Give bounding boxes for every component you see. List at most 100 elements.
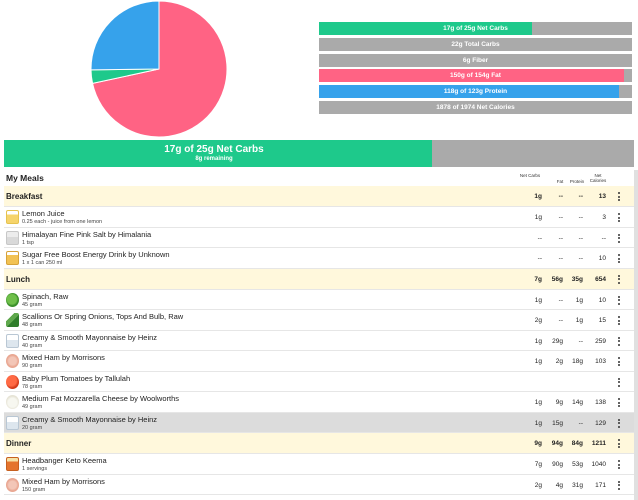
meals-table: Breakfast 1g -- -- 13 Lemon Juice 0.25 each - …	[4, 186, 634, 495]
food-item-row[interactable]: Mixed Ham by Morrisons 90 gram 1g 2g 18g 103	[4, 351, 634, 372]
food-item-value: --	[578, 419, 583, 427]
food-item-value: 1g	[534, 399, 542, 406]
macro-bar-label: 150g of 154g Fat	[450, 72, 501, 79]
food-item-value: 9g	[555, 399, 563, 406]
meal-section-menu-icon[interactable]	[616, 191, 622, 202]
food-item-row[interactable]: Spinach, Raw 45 gram 1g -- 1g 10	[4, 289, 634, 310]
food-item-menu-icon[interactable]	[616, 233, 622, 244]
food-item-value: 14g	[572, 399, 583, 406]
food-item-row[interactable]: Himalayan Fine Pink Salt by Himalania 1 t…	[4, 227, 634, 248]
food-item-quantity: 78 gram	[22, 383, 43, 390]
macro-bar-fill	[319, 69, 624, 82]
ham-icon	[6, 477, 19, 492]
food-item-value: 18g	[572, 358, 583, 365]
food-item-value: --	[578, 255, 583, 262]
food-item-name: Baby Plum Tomatoes by Tallulah	[22, 373, 131, 383]
column-header-protein: Protein	[569, 179, 585, 184]
meal-section-menu-icon[interactable]	[616, 438, 622, 449]
meal-section-name: Breakfast	[6, 192, 43, 201]
tomato-icon	[6, 374, 19, 389]
food-item-name: Headbanger Keto Keema	[22, 456, 107, 465]
food-item-menu-icon[interactable]	[616, 212, 622, 223]
food-item-name: Lemon Juice	[22, 209, 65, 218]
meal-section-lunch[interactable]: Lunch 7g 56g 35g 654	[4, 268, 634, 290]
food-item-value: 10	[598, 255, 606, 262]
food-item-value: 171	[595, 481, 606, 489]
meals-title: My Meals	[6, 173, 44, 183]
food-item-value: --	[558, 214, 563, 221]
mozzarella-icon	[6, 395, 19, 409]
food-item-value: 15	[598, 317, 606, 324]
meal-section-dinner[interactable]: Dinner 9g 94g 84g 1211	[4, 433, 634, 454]
food-item-value: 10	[598, 296, 606, 304]
food-item-menu-icon[interactable]	[616, 336, 622, 347]
food-item-value: --	[578, 214, 583, 221]
food-item-row[interactable]: Mixed Ham by Morrisons 150 gram 2g 4g 31g 171	[4, 474, 634, 495]
scrollbar[interactable]	[634, 170, 638, 500]
meal-section-total: 94g	[551, 440, 563, 447]
lemon-juice-icon	[6, 210, 19, 224]
net-carbs-progress-label: 17g of 25g Net Carbs	[164, 144, 264, 155]
spinach-icon	[6, 292, 19, 307]
food-item-menu-icon[interactable]	[616, 397, 622, 408]
food-item-name: Sugar Free Boost Energy Drink by Unknown	[22, 250, 170, 259]
meal-section-total: 35g	[571, 275, 583, 283]
food-item-menu-icon[interactable]	[616, 356, 622, 367]
food-item-value: --	[558, 255, 563, 262]
macro-bar-fill	[319, 22, 532, 35]
meal-section-total: 56g	[551, 275, 563, 283]
food-item-row[interactable]: Lemon Juice 0.25 each - juice from one le…	[4, 207, 634, 228]
meal-section-breakfast[interactable]: Breakfast 1g -- -- 13	[4, 186, 634, 207]
food-item-value: --	[578, 337, 583, 345]
food-item-menu-icon[interactable]	[616, 459, 622, 470]
macro-bar-fill	[319, 85, 620, 98]
food-item-row[interactable]: Medium Fat Mozzarella Cheese by Woolwort…	[4, 392, 634, 413]
food-item-value: 31g	[572, 481, 583, 489]
food-item-quantity: 40 gram	[22, 342, 43, 349]
net-carbs-progress-fill	[4, 140, 433, 167]
food-item-row[interactable]: Sugar Free Boost Energy Drink by Unknown…	[4, 248, 634, 269]
food-item-value: --	[578, 234, 583, 242]
food-item-quantity: 45 gram	[22, 301, 43, 308]
food-item-value: --	[558, 234, 563, 242]
food-item-value: 3	[602, 214, 606, 221]
food-item-value: 15g	[552, 419, 563, 427]
meal-section-menu-icon[interactable]	[616, 274, 622, 285]
food-item-quantity: 48 gram	[22, 322, 43, 328]
macro-pie-chart	[90, 0, 228, 138]
meal-section-total: 84g	[571, 440, 583, 447]
food-item-row[interactable]: Creamy & Smooth Mayonnaise by Heinz 40 gr…	[4, 330, 634, 351]
food-item-value: 1g	[534, 214, 542, 221]
food-item-value: 1g	[534, 419, 542, 427]
food-item-quantity: 0.25 each - juice from one lemon	[22, 219, 103, 225]
food-item-value: 29g	[552, 337, 563, 345]
mayonnaise-icon	[6, 415, 19, 430]
food-item-value: --	[558, 296, 563, 304]
food-item-value: 103	[595, 358, 606, 365]
meal-section-total: --	[578, 193, 583, 200]
food-item-value: 7g	[534, 461, 542, 468]
food-item-menu-icon[interactable]	[616, 377, 622, 388]
macro-bar: 22g Total Carbs	[319, 38, 632, 51]
food-item-row[interactable]: Creamy & Smooth Mayonnaise by Heinz 20 gr…	[4, 412, 634, 433]
column-header-fat: Fat	[556, 179, 564, 184]
food-item-row[interactable]: Headbanger Keto Keema 1 servings 7g 90g 53g 1…	[4, 454, 634, 475]
pie-slice-fat	[91, 0, 228, 138]
food-item-row[interactable]: Baby Plum Tomatoes by Tallulah 78 gram	[4, 371, 634, 392]
food-item-value: 1g	[534, 337, 542, 345]
food-item-menu-icon[interactable]	[616, 315, 622, 326]
food-item-value: 1g	[575, 296, 583, 304]
food-item-menu-icon[interactable]	[616, 253, 622, 264]
food-item-menu-icon[interactable]	[616, 480, 622, 491]
macro-bar-label: 22g Total Carbs	[451, 41, 500, 48]
scallion-icon	[6, 313, 19, 327]
food-item-row[interactable]: Scallions Or Spring Onions, Tops And Bul…	[4, 310, 634, 331]
macro-bar-fill	[319, 101, 617, 114]
food-item-value: 2g	[555, 358, 563, 365]
food-item-menu-icon[interactable]	[616, 295, 622, 306]
macro-bar: 17g of 25g Net Carbs	[319, 22, 632, 35]
macro-bar: 150g of 154g Fat	[319, 69, 632, 82]
meal-section-total: 654	[595, 275, 606, 283]
food-item-menu-icon[interactable]	[616, 418, 622, 429]
food-item-quantity: 20 gram	[22, 424, 43, 431]
